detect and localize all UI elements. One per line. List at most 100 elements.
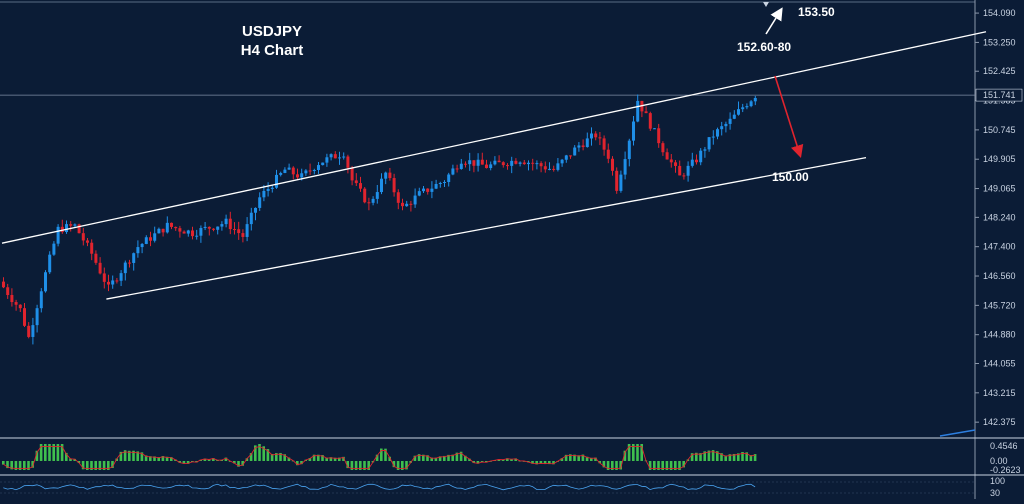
oscillator-bar: [392, 461, 396, 468]
oscillator-bar: [648, 461, 652, 470]
candle-body: [501, 162, 505, 166]
candle-body: [283, 169, 287, 173]
candle-body: [648, 113, 652, 129]
candle-body: [485, 164, 488, 169]
oscillator-bar: [615, 461, 618, 470]
candle-body: [182, 231, 186, 234]
candle-body: [170, 222, 173, 227]
oscillator-bar: [14, 461, 18, 470]
y-tick-label: 148.240: [983, 212, 1016, 222]
candle-body: [304, 170, 308, 174]
lower-pane-tick-label: 100: [990, 476, 1005, 486]
oscillator-bar: [18, 461, 22, 470]
candle-body: [728, 118, 732, 124]
candle-body: [140, 243, 144, 248]
oscillator-bar: [707, 450, 711, 461]
oscillator-bar: [98, 461, 102, 470]
candle-body: [342, 156, 346, 158]
candle-body: [203, 226, 207, 229]
candle-body: [665, 152, 669, 160]
candle-body: [308, 170, 312, 172]
candle-body: [367, 202, 371, 204]
oscillator-bar: [300, 461, 303, 465]
oscillator-bar: [52, 444, 55, 461]
oscillator-bar: [724, 455, 727, 461]
oscillator-bar: [161, 456, 165, 461]
candle-body: [413, 195, 417, 205]
oscillator-bar: [640, 444, 643, 461]
oscillator-bar: [405, 461, 408, 470]
candle-body: [678, 165, 682, 176]
oscillator-bar: [611, 461, 614, 470]
oscillator-bar: [753, 454, 757, 461]
candle-body: [65, 224, 68, 233]
oscillator-bar: [451, 454, 454, 461]
candle-body: [23, 308, 26, 326]
oscillator-bar: [44, 444, 47, 461]
oscillator-bar: [438, 456, 442, 461]
oscillator-bar: [153, 456, 156, 461]
oscillator-bar: [77, 461, 81, 464]
candle-body: [144, 237, 148, 244]
candle-body: [707, 137, 711, 150]
oscillator-bar: [237, 461, 240, 467]
oscillator-bar: [60, 444, 64, 461]
oscillator-bar: [745, 452, 748, 461]
candle-body: [392, 178, 396, 193]
candle-body: [577, 145, 581, 148]
candle-body: [363, 188, 367, 203]
oscillator-bar: [136, 451, 139, 461]
candle-body: [451, 168, 455, 175]
oscillator-bar: [594, 457, 597, 461]
oscillator-bar: [149, 456, 152, 461]
oscillator-bar: [732, 453, 736, 461]
oscillator-bar: [653, 461, 656, 470]
candle-body: [422, 188, 425, 192]
oscillator-bar: [367, 461, 370, 470]
oscillator-bar: [359, 461, 362, 470]
candle-body: [69, 224, 73, 226]
candle-body: [77, 224, 81, 234]
candle-body: [2, 281, 5, 288]
oscillator-bar: [170, 457, 173, 461]
oscillator-bar: [716, 451, 719, 461]
oscillator-bar: [606, 461, 610, 470]
oscillator-bar: [459, 451, 463, 461]
y-tick-label: 144.055: [983, 358, 1016, 368]
oscillator-bar: [552, 461, 555, 465]
candle-body: [388, 172, 392, 179]
oscillator-bar: [632, 444, 635, 461]
oscillator-bar: [144, 455, 148, 461]
candle-body: [657, 128, 661, 144]
candle-body: [459, 163, 463, 169]
candle-body: [258, 197, 262, 208]
candle-body: [527, 162, 530, 165]
candle-body: [732, 114, 736, 119]
candle-body: [157, 228, 161, 234]
oscillator-bar: [417, 454, 421, 461]
candle-body: [86, 240, 89, 243]
oscillator-bar: [73, 458, 76, 461]
candle-body: [18, 304, 22, 309]
candle-body: [745, 106, 749, 108]
candle-body: [27, 325, 31, 337]
candle-body: [102, 273, 106, 282]
candle-body: [359, 183, 362, 189]
oscillator-bar: [455, 452, 459, 461]
candle-body: [476, 159, 480, 166]
oscillator-bar: [275, 453, 278, 461]
y-tick-label: 149.065: [983, 184, 1016, 194]
oscillator-bar: [434, 457, 438, 461]
oscillator-bar: [94, 461, 97, 470]
candle-body: [686, 165, 690, 176]
candle-body: [44, 272, 47, 292]
candle-body: [623, 159, 627, 175]
oscillator-bar: [464, 455, 467, 461]
candle-body: [178, 228, 182, 232]
candle-body: [354, 180, 358, 184]
y-tick-label: 147.400: [983, 242, 1016, 252]
oscillator-bar: [245, 458, 249, 461]
candle-body: [224, 218, 228, 225]
candle-body: [52, 243, 56, 255]
